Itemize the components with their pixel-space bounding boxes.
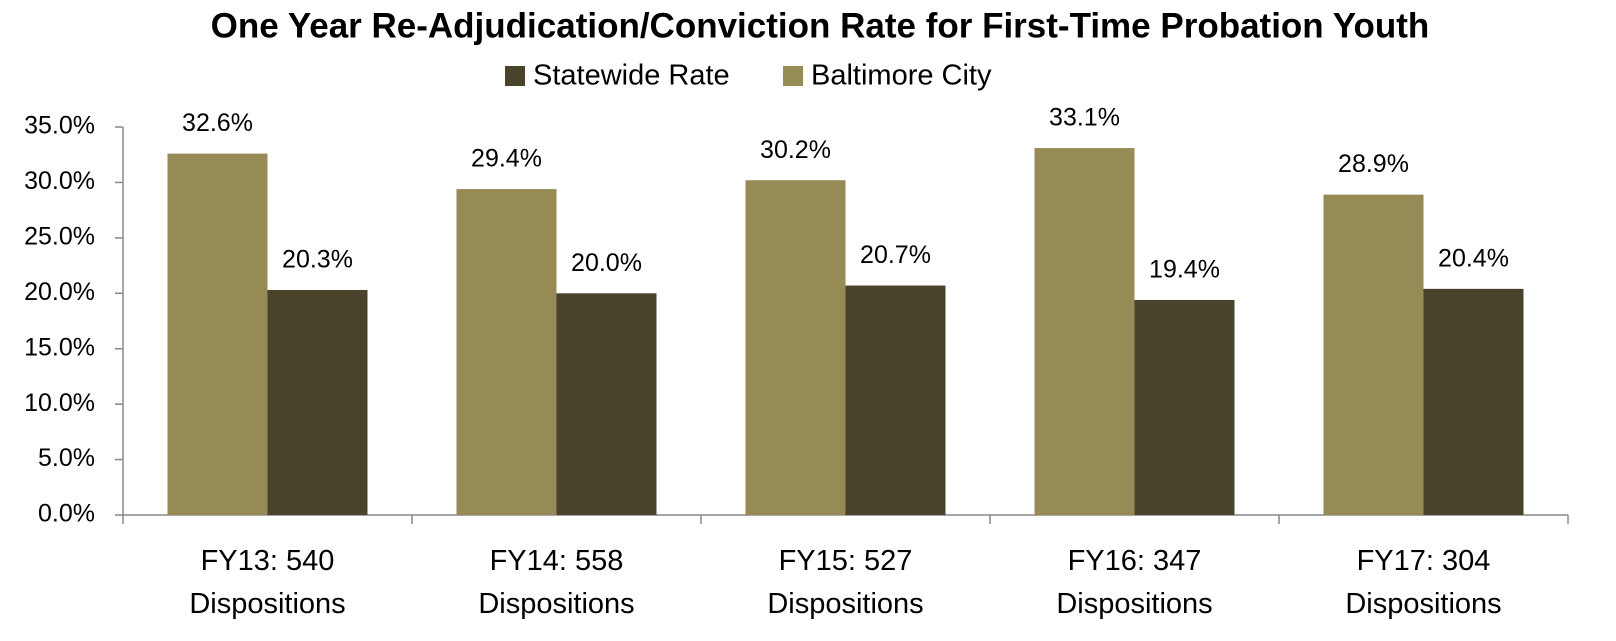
legend-swatch	[783, 66, 803, 86]
bar	[845, 285, 946, 515]
bar	[1034, 148, 1135, 515]
data-label: 30.2%	[760, 136, 831, 164]
chart-title: One Year Re-Adjudication/Conviction Rate…	[211, 6, 1430, 45]
bar	[1323, 194, 1424, 515]
x-tick-label: FY17: 304 Dispositions	[1345, 545, 1502, 620]
y-tick-label: 35.0%	[24, 112, 95, 140]
y-tick-label: 30.0%	[24, 167, 95, 195]
data-label: 20.4%	[1438, 244, 1509, 272]
y-tick-label: 10.0%	[24, 389, 95, 417]
data-label: 33.1%	[1049, 104, 1120, 132]
x-tick-label: FY13: 540 Dispositions	[189, 545, 346, 620]
y-tick-label: 15.0%	[24, 333, 95, 361]
data-label: 20.7%	[860, 241, 931, 269]
data-label: 20.3%	[282, 246, 353, 274]
legend-label: Baltimore City	[811, 60, 992, 92]
bar	[556, 293, 657, 515]
bar	[1134, 299, 1235, 515]
data-label: 32.6%	[182, 109, 253, 137]
legend-label: Statewide Rate	[533, 60, 730, 92]
x-tick-label: FY16: 347 Dispositions	[1056, 545, 1213, 620]
data-label: 29.4%	[471, 145, 542, 173]
y-tick-label: 5.0%	[38, 444, 95, 472]
y-tick-label: 25.0%	[24, 222, 95, 250]
bar	[456, 189, 557, 515]
y-tick-label: 20.0%	[24, 278, 95, 306]
bar	[267, 289, 368, 515]
bar	[1423, 288, 1524, 515]
data-label: 28.9%	[1338, 150, 1409, 178]
y-tick-label: 0.0%	[38, 500, 95, 528]
bar	[745, 180, 846, 515]
x-tick-label: FY14: 558 Dispositions	[478, 545, 635, 620]
data-label: 20.0%	[571, 249, 642, 277]
legend-swatch	[505, 66, 525, 86]
bar	[167, 153, 268, 515]
data-label: 19.4%	[1149, 256, 1220, 284]
x-tick-label: FY15: 527 Dispositions	[767, 545, 924, 620]
